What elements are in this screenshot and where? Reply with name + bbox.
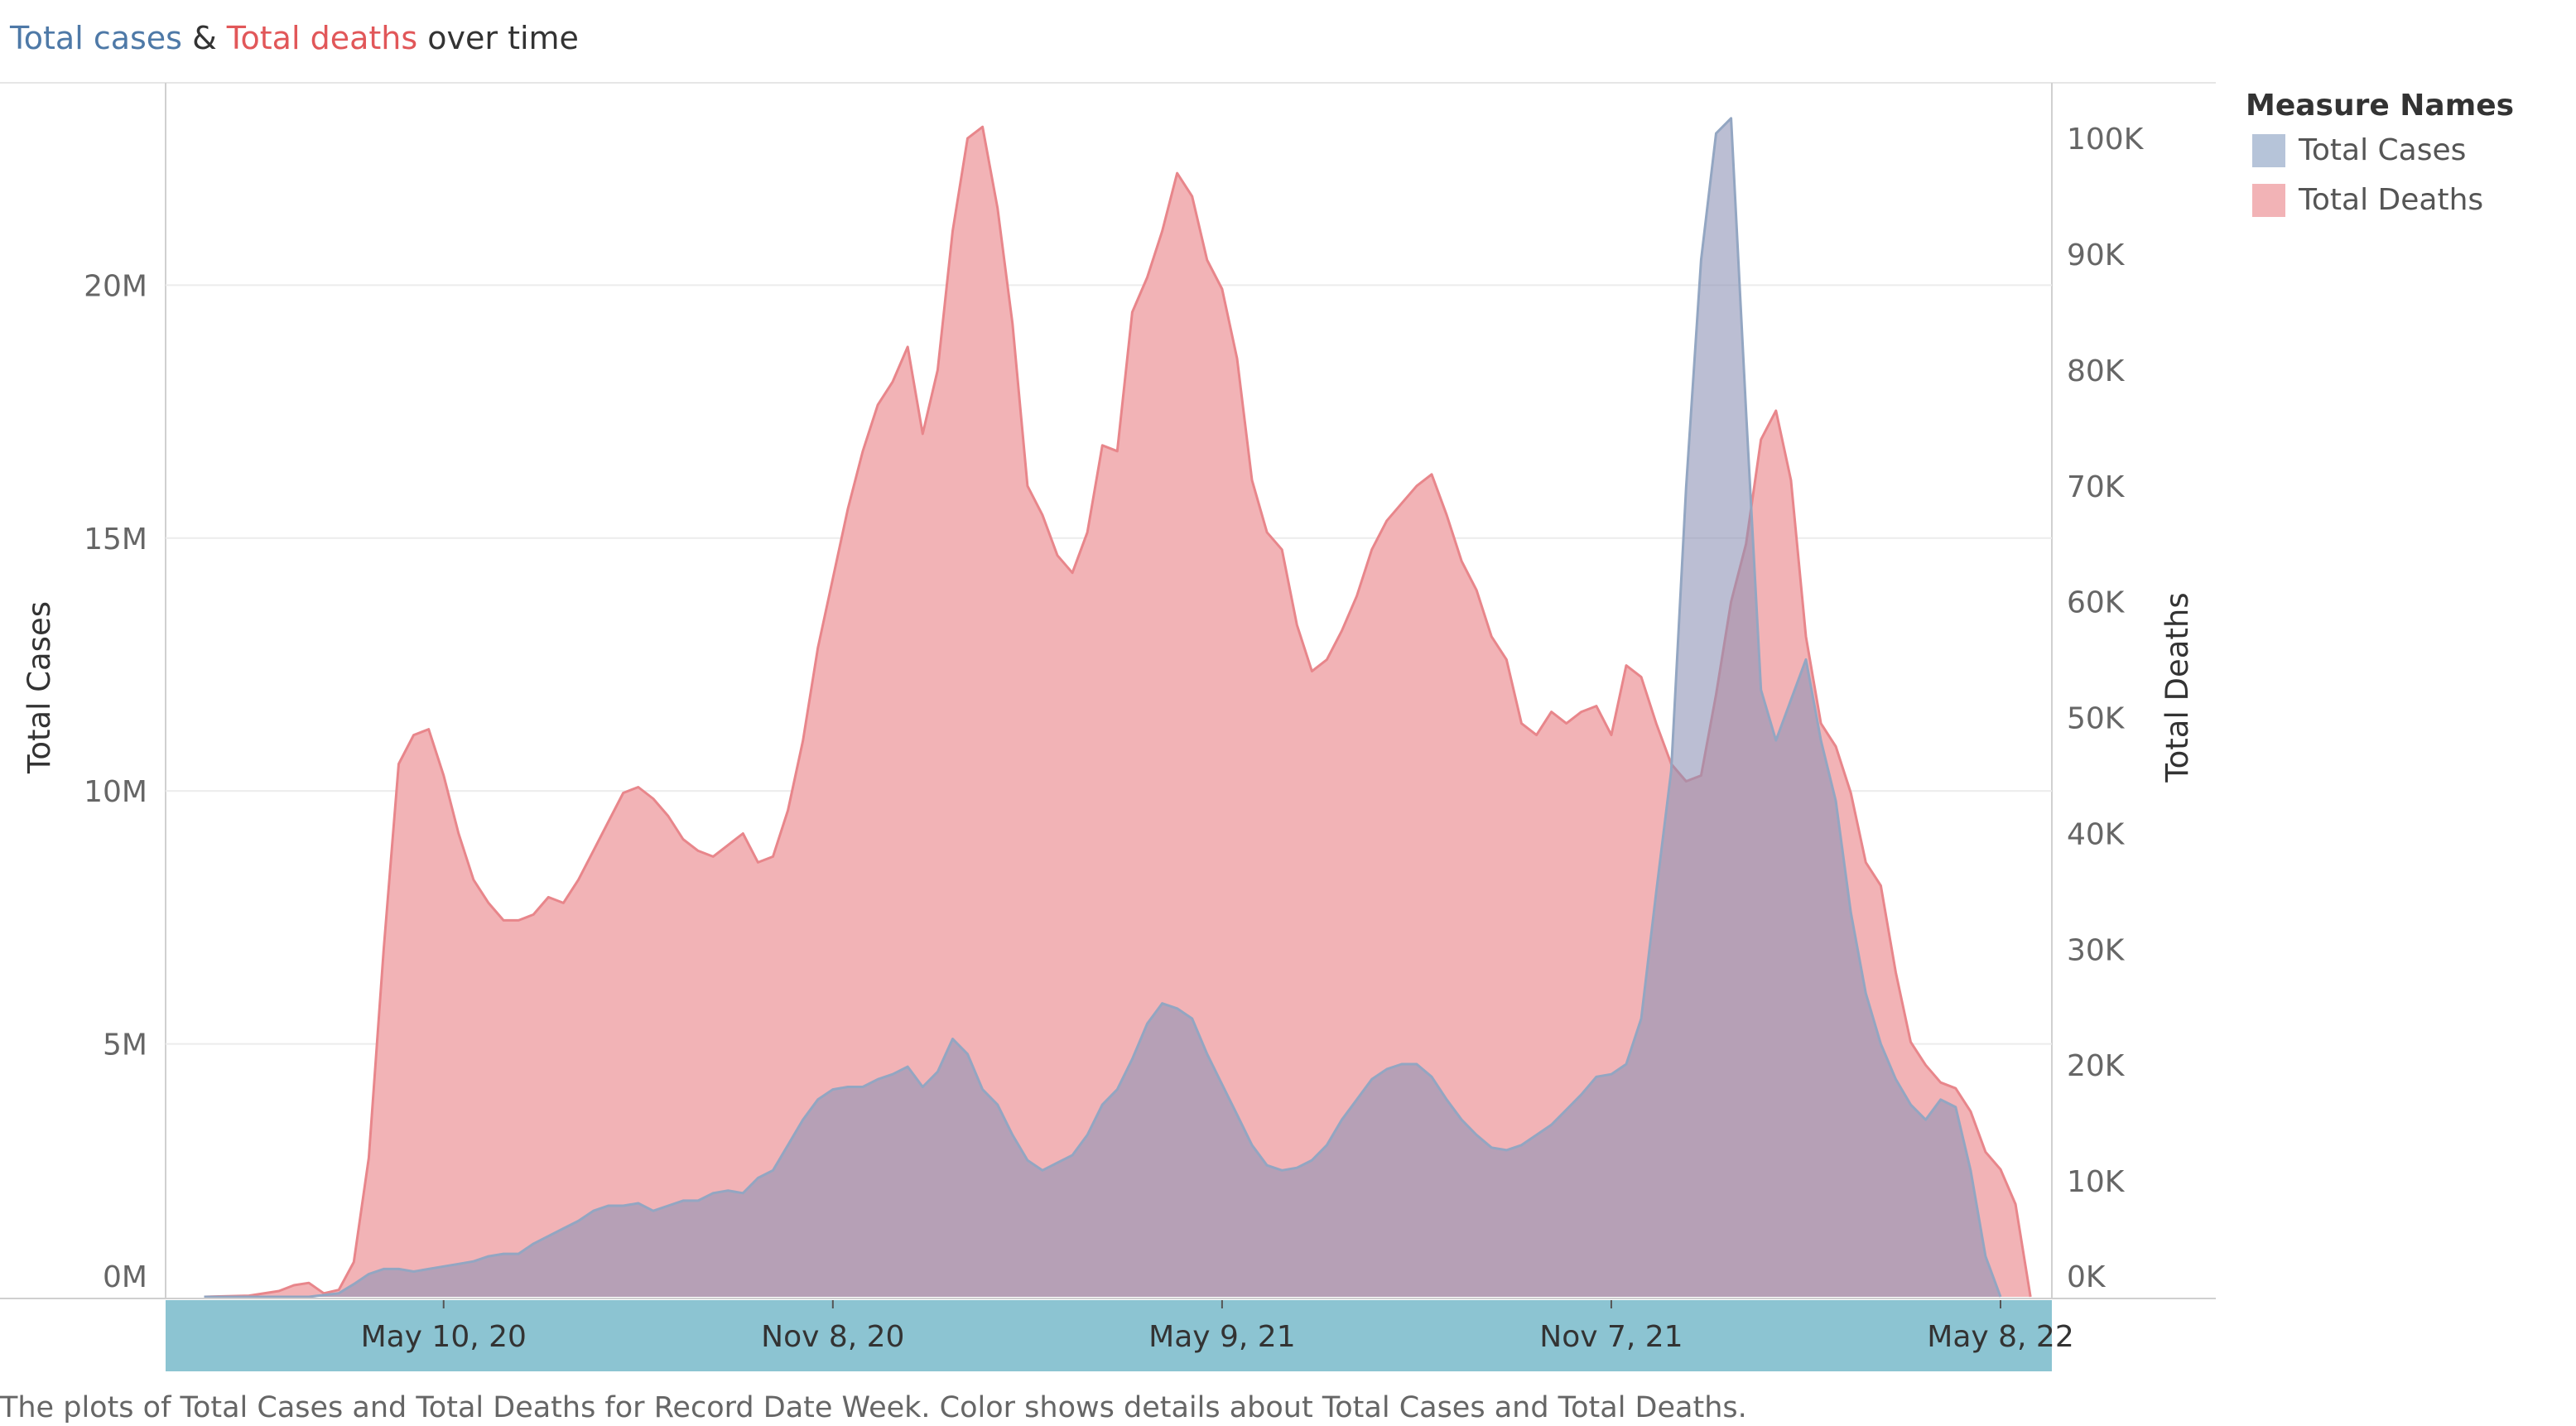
legend: Measure Names Total Cases Total Deaths: [2246, 86, 2514, 225]
y-right-tick-label: 100K: [2067, 123, 2145, 157]
legend-item-total-deaths[interactable]: Total Deaths: [2246, 176, 2514, 225]
x-tick-label: Nov 8, 20: [761, 1320, 904, 1354]
line-total-cases: [204, 117, 2002, 1298]
y-left-tick-label: 5M: [103, 1029, 147, 1062]
x-tick-label: May 9, 21: [1148, 1320, 1295, 1354]
y-left-tick-label: 10M: [84, 775, 147, 809]
y-right-tick-label: 70K: [2067, 470, 2126, 504]
x-tick-label: Nov 7, 21: [1539, 1320, 1683, 1354]
x-axis-band: [166, 1300, 2052, 1371]
y-left-tick-label: 15M: [84, 523, 147, 556]
legend-title: Measure Names: [2246, 89, 2515, 123]
y-left-tick-label: 20M: [84, 269, 147, 303]
legend-label-total-deaths: Total Deaths: [2299, 183, 2484, 217]
area-chart: May 10, 20 Nov 8, 20 May 9, 21 Nov 7, 21 May…: [0, 82, 2216, 1371]
title-rest: over time: [417, 20, 579, 56]
y-right-tick-label: 90K: [2067, 238, 2126, 272]
title-amp: &: [181, 20, 227, 56]
legend-swatch-total-cases: [2252, 134, 2285, 167]
legend-item-total-cases[interactable]: Total Cases: [2246, 126, 2514, 176]
y-right-tick-label: 0K: [2067, 1260, 2107, 1294]
legend-swatch-total-deaths: [2252, 184, 2285, 217]
y-right-tick-label: 80K: [2067, 354, 2126, 388]
chart-title: Total cases & Total deaths over time: [10, 12, 579, 65]
x-tick-label: May 8, 22: [1927, 1320, 2073, 1354]
area-total-cases: [204, 118, 2001, 1297]
y-right-tick-label: 60K: [2067, 586, 2126, 620]
caption: The plots of Total Cases and Total Death…: [0, 1391, 1747, 1424]
legend-label-total-cases: Total Cases: [2299, 133, 2467, 167]
y-left-tick-label: 0M: [103, 1260, 147, 1294]
y-right-tick-label: 20K: [2067, 1049, 2126, 1083]
y-right-tick-label: 10K: [2067, 1165, 2126, 1199]
title-deaths: Total deaths: [226, 20, 418, 56]
x-tick-label: May 10, 20: [361, 1320, 527, 1354]
y-right-tick-label: 50K: [2067, 702, 2126, 736]
y-right-tick-label: 40K: [2067, 817, 2126, 851]
y-left-axis-title: Total Cases: [22, 601, 57, 774]
y-right-axis-title: Total Deaths: [2160, 592, 2195, 783]
title-cases: Total cases: [10, 20, 182, 56]
area-total-deaths: [204, 127, 2031, 1298]
y-right-tick-label: 30K: [2067, 933, 2126, 967]
